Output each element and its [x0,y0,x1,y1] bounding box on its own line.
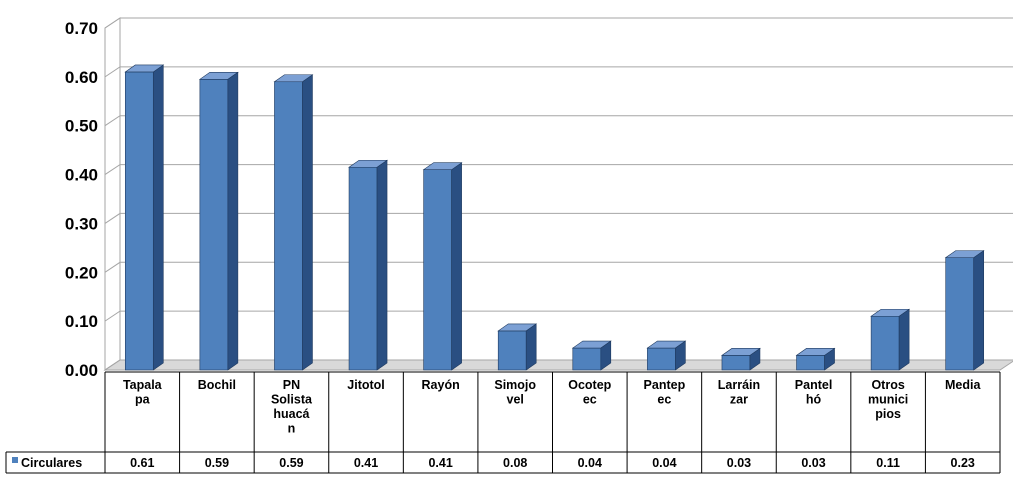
legend-key [12,457,18,463]
bar-side [525,323,537,371]
data-label: 0.61 [130,456,154,470]
gridline [104,17,1013,29]
category-label: Media [945,378,981,392]
category-label: Pantel hó [795,378,833,407]
bar-top [273,74,314,83]
y-tick-label: 0.50 [65,117,98,136]
data-label: 0.41 [354,456,378,470]
bar [273,74,314,371]
chart-back-walls [103,17,1013,371]
category-label: Otros munici pios [868,378,908,421]
y-tick-label: 0.20 [65,263,98,282]
bar-side [152,64,164,371]
bar-front [348,166,378,371]
bar-top [870,308,911,317]
bar-front [721,355,751,371]
bar-top [198,72,239,80]
category-label: Rayón [422,378,460,392]
category-label: Pantep ec [644,378,686,407]
bar-top [497,323,538,332]
category-label: PN Solista huacá n [271,378,313,436]
bar [497,323,538,371]
gridline [104,310,1013,322]
category-label: Ocotep ec [568,378,611,407]
category-label: Jitotol [347,378,385,392]
bars [124,64,985,371]
data-label: 0.04 [652,456,676,470]
data-label: 0.59 [279,456,303,470]
bar-side [973,250,985,371]
bar-front [199,79,229,371]
bar [870,308,911,371]
data-label: 0.03 [727,456,751,470]
bar [646,340,687,371]
bar-front [870,315,900,371]
bar [795,347,836,371]
bar [198,71,239,371]
bar-top [944,250,985,258]
bar [571,340,612,371]
bar-top [646,340,687,349]
gridline [104,261,1013,273]
bar-top [795,348,836,356]
gridline [104,359,1013,371]
legend-label: Circulares [21,456,82,470]
data-label: 0.11 [876,456,900,470]
data-label: 0.03 [801,456,825,470]
y-tick-label: 0.70 [65,19,98,38]
bar-front [945,257,975,371]
bar-side [302,74,313,371]
bar-top [422,162,463,170]
bar [348,159,388,371]
gridline [104,115,1013,127]
category-label: Larráin zar [718,378,760,407]
data-label: 0.41 [428,456,452,470]
bar [944,250,985,371]
data-label: 0.08 [503,456,527,470]
category-label: Simojo vel [494,378,536,407]
y-tick-label: 0.60 [65,68,98,87]
bar-front [124,71,154,371]
bar-side [898,308,910,371]
bar-front [572,347,602,371]
bar-front [497,330,527,371]
side-wall [104,17,121,371]
gridline [104,212,1013,224]
bar-side [376,159,388,371]
data-label: 0.59 [205,456,229,470]
bar [721,347,761,371]
bar-front [647,347,676,371]
gridlines [104,17,1013,371]
y-tick-label: 0.10 [65,312,98,331]
bar-side [227,71,239,371]
bar-top [571,340,612,349]
bar-top [721,348,761,356]
bar-top [348,159,388,168]
bar-front [274,81,303,371]
bar-front [796,355,825,371]
bar-front [423,169,452,371]
data-table: Tapala pa Bochil PN Solista huacá n Jitotol Rayó… [5,371,1001,474]
bar [124,64,165,371]
y-tick-label: 0.40 [65,166,98,185]
bar [422,162,463,371]
y-axis-tick-labels: 0.00 0.10 0.20 0.30 0.40 0.50 0.60 0.70 [65,19,98,380]
category-label: Tapala pa [123,378,163,407]
data-label: 0.04 [578,456,602,470]
y-tick-label: 0.00 [65,361,98,380]
gridline [104,66,1013,78]
bar-top [124,64,165,73]
bar-side [451,162,462,371]
category-label: Bochil [198,378,236,392]
y-tick-label: 0.30 [65,214,98,233]
data-label: 0.23 [951,456,975,470]
gridline [104,164,1013,175]
